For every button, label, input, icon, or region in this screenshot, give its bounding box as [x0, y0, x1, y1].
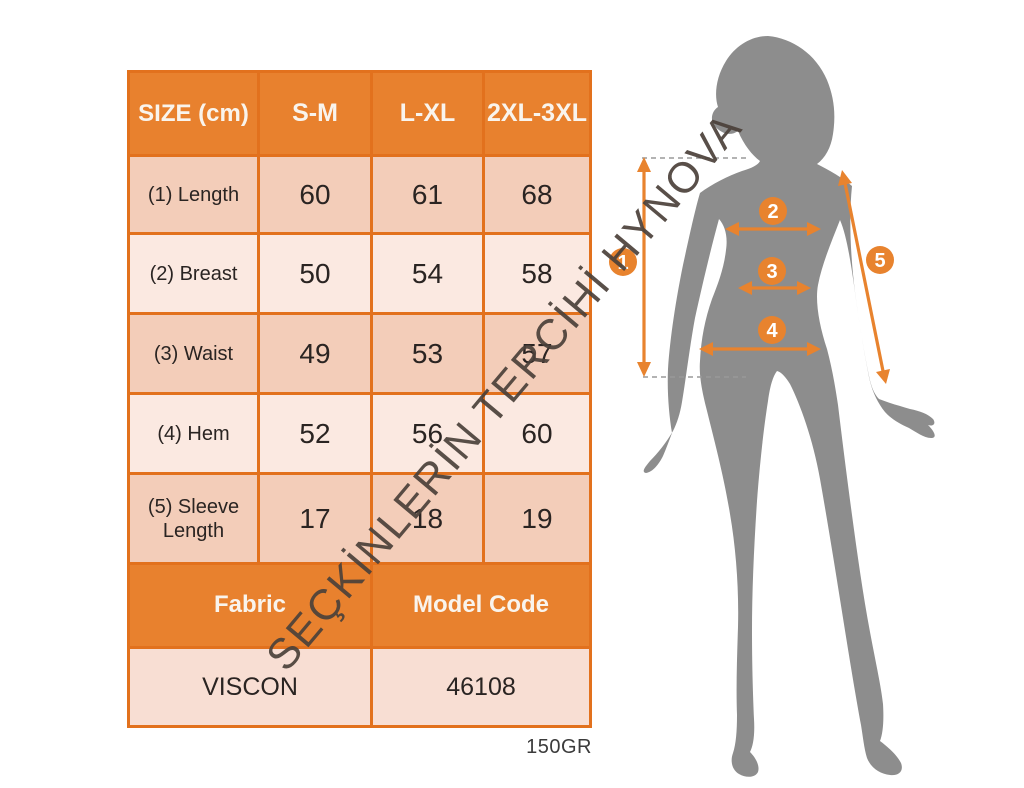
female-body-silhouette [643, 36, 935, 777]
size-unit-header: SIZE (cm) [130, 73, 257, 154]
value-length-lxl: 61 [373, 157, 482, 232]
column-header-2xl3xl: 2XL-3XL [485, 73, 589, 154]
hem-measure-arrow [699, 342, 821, 356]
row-label-sleeve-length: (5) Sleeve Length [130, 475, 257, 562]
column-header-sm: S-M [260, 73, 370, 154]
waist-measure-arrow [738, 281, 811, 295]
sleeve-measure-arrow [838, 170, 890, 384]
value-hem-2xl3xl: 60 [485, 395, 589, 472]
value-waist-lxl: 53 [373, 315, 482, 392]
value-sleeve-lxl: 18 [373, 475, 482, 562]
svg-text:2: 2 [767, 201, 778, 223]
fabric-value: VISCON [130, 649, 370, 725]
row-label-length: (1) Length [130, 157, 257, 232]
value-hem-lxl: 56 [373, 395, 482, 472]
value-sleeve-sm: 17 [260, 475, 370, 562]
measure-marker-1: 1 [609, 248, 637, 276]
value-sleeve-2xl3xl: 19 [485, 475, 589, 562]
measure-marker-3: 3 [758, 257, 786, 285]
svg-text:4: 4 [766, 320, 778, 342]
fabric-header: Fabric [130, 565, 370, 646]
svg-text:3: 3 [766, 261, 777, 283]
value-hem-sm: 52 [260, 395, 370, 472]
model-code-header: Model Code [373, 565, 589, 646]
size-table: SIZE (cm) S-M L-XL 2XL-3XL (1) Length 60… [127, 70, 592, 728]
body-measurement-diagram: 1 2 3 4 5 [609, 36, 935, 777]
value-breast-sm: 50 [260, 235, 370, 312]
value-breast-lxl: 54 [373, 235, 482, 312]
value-waist-2xl3xl: 57 [485, 315, 589, 392]
length-measure-arrow [637, 157, 651, 377]
column-header-lxl: L-XL [373, 73, 482, 154]
measure-marker-2: 2 [759, 197, 787, 225]
weight-footnote: 150GR [526, 736, 592, 758]
value-length-sm: 60 [260, 157, 370, 232]
model-code-value: 46108 [373, 649, 589, 725]
measure-marker-4: 4 [758, 316, 786, 344]
row-label-waist: (3) Waist [130, 315, 257, 392]
value-breast-2xl3xl: 58 [485, 235, 589, 312]
row-label-breast: (2) Breast [130, 235, 257, 312]
breast-measure-arrow [725, 222, 821, 236]
value-waist-sm: 49 [260, 315, 370, 392]
value-length-2xl3xl: 68 [485, 157, 589, 232]
svg-text:5: 5 [874, 250, 885, 272]
measure-marker-5: 5 [866, 246, 894, 274]
row-label-hem: (4) Hem [130, 395, 257, 472]
svg-text:1: 1 [617, 252, 628, 274]
